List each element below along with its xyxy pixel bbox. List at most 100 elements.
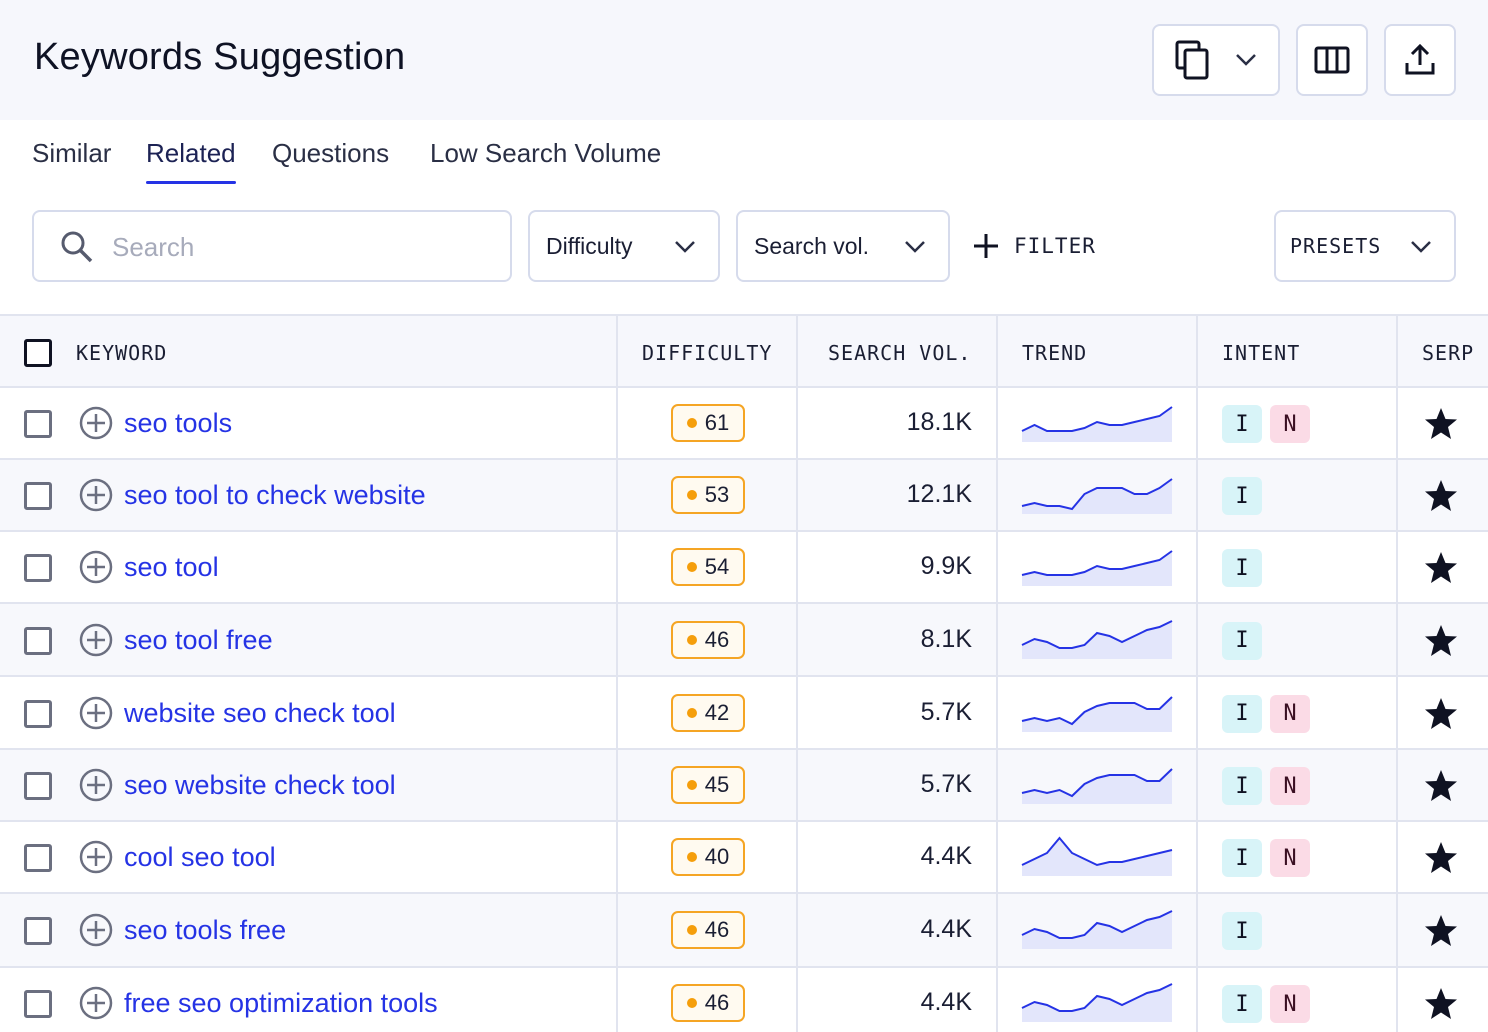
keyword-link[interactable]: seo website check tool — [124, 770, 396, 800]
difficulty-value: 46 — [704, 990, 730, 1015]
row-checkbox[interactable] — [24, 626, 52, 655]
search-volume-value: 5.7K — [920, 697, 972, 726]
row-checkbox[interactable] — [24, 772, 52, 800]
chevron-down-icon — [675, 241, 695, 253]
difficulty-badge: 54 — [671, 548, 745, 586]
trend-line — [1021, 768, 1173, 798]
difficulty-badge: 46 — [671, 620, 745, 659]
search-volume-value: 4.4K — [920, 988, 972, 1016]
search-field[interactable]: Search — [32, 210, 512, 282]
keyword-link[interactable]: seo tools — [124, 408, 233, 438]
serp-star-icon[interactable] — [1424, 551, 1458, 585]
serp-star-icon[interactable] — [1424, 407, 1458, 441]
row-checkbox[interactable] — [24, 844, 52, 872]
trend-sparkline — [1021, 619, 1173, 659]
table-row[interactable]: seo tool free 46 8.1K I — [0, 604, 1488, 677]
keyword-link[interactable]: cool seo tool — [124, 842, 276, 872]
add-keyword-icon[interactable] — [79, 768, 113, 802]
serp-star-icon[interactable] — [1424, 769, 1458, 803]
trend-area — [1022, 696, 1172, 732]
intent-informational-badge: I — [1222, 621, 1262, 660]
keyword-link[interactable]: free seo optimization tools — [124, 988, 438, 1018]
intent-informational-badge: I — [1222, 839, 1262, 877]
table-row[interactable]: free seo optimization tools 46 4.4K I N — [0, 968, 1488, 1032]
add-keyword-icon[interactable] — [79, 840, 113, 874]
trend-area — [1022, 984, 1172, 1022]
table-row[interactable]: seo tool to check website 53 12.1K I — [0, 460, 1488, 532]
keyword-link[interactable]: seo tool free — [124, 624, 273, 655]
trend-sparkline — [1021, 983, 1173, 1022]
table-row[interactable]: seo tools 61 18.1K I N — [0, 388, 1488, 460]
tab-related[interactable]: Related — [146, 138, 236, 184]
export-icon — [1405, 44, 1435, 75]
add-keyword-icon[interactable] — [79, 550, 113, 584]
table-row[interactable]: seo tools free 46 4.4K I — [0, 894, 1488, 968]
trend-sparkline — [1021, 695, 1173, 732]
search-volume-value: 8.1K — [920, 624, 972, 653]
search-volume-value: 12.1K — [906, 480, 972, 508]
difficulty-dot-icon — [686, 490, 697, 500]
difficulty-dot-icon — [686, 707, 697, 718]
add-keyword-icon[interactable] — [79, 406, 113, 440]
column-header-difficulty[interactable]: DIFFICULTY — [642, 341, 773, 365]
add-filter-label: FILTER — [1014, 234, 1096, 258]
add-keyword-icon[interactable] — [79, 623, 113, 657]
table-row[interactable]: seo tool 54 9.9K I — [0, 532, 1488, 604]
intent-informational-badge: I — [1222, 985, 1262, 1023]
page-header: Keywords Suggestion — [0, 0, 1488, 120]
table-row[interactable]: seo website check tool 45 5.7K I N — [0, 750, 1488, 822]
add-filter-button[interactable]: FILTER — [972, 228, 1096, 264]
row-checkbox[interactable] — [24, 990, 52, 1018]
difficulty-dropdown-label: Difficulty — [546, 232, 633, 259]
trend-sparkline — [1021, 406, 1173, 442]
keyword-link[interactable]: seo tools free — [124, 915, 287, 945]
trend-area — [1022, 838, 1172, 876]
copy-dropdown-button[interactable] — [1152, 24, 1280, 96]
table-row[interactable]: website seo check tool 42 5.7K I N — [0, 677, 1488, 750]
row-checkbox[interactable] — [24, 410, 52, 438]
row-checkbox[interactable] — [24, 917, 52, 945]
tab-similar[interactable]: Similar — [32, 138, 112, 168]
difficulty-dropdown[interactable]: Difficulty — [528, 210, 720, 282]
add-keyword-icon[interactable] — [79, 986, 113, 1020]
keyword-link[interactable]: website seo check tool — [124, 697, 396, 728]
add-keyword-icon[interactable] — [79, 696, 113, 730]
column-header-intent[interactable]: INTENT — [1222, 341, 1301, 365]
export-button[interactable] — [1384, 24, 1456, 96]
table-row[interactable]: cool seo tool 40 4.4K I N — [0, 822, 1488, 894]
difficulty-dot-icon — [686, 634, 697, 645]
column-header-search-vol[interactable]: SEARCH VOL. — [828, 341, 972, 365]
tab-questions[interactable]: Questions — [272, 138, 390, 168]
intent-navigational-badge: N — [1270, 839, 1310, 877]
row-checkbox[interactable] — [24, 482, 52, 510]
serp-star-icon[interactable] — [1424, 624, 1458, 658]
trend-area — [1022, 769, 1172, 804]
column-header-serp[interactable]: SERP — [1422, 341, 1475, 365]
difficulty-value: 45 — [704, 772, 730, 797]
search-vol-dropdown[interactable]: Search vol. — [736, 210, 950, 282]
select-all-checkbox[interactable] — [24, 339, 52, 367]
serp-star-icon[interactable] — [1424, 987, 1458, 1021]
search-volume-value: 4.4K — [920, 842, 972, 870]
keyword-link[interactable]: seo tool to check website — [124, 480, 426, 510]
column-divider — [996, 314, 998, 1032]
search-volume-value: 18.1K — [906, 408, 972, 436]
keyword-link[interactable]: seo tool — [124, 552, 219, 582]
row-checkbox[interactable] — [24, 699, 52, 728]
intent-navigational-badge: N — [1270, 405, 1310, 443]
serp-star-icon[interactable] — [1424, 841, 1458, 875]
search-vol-dropdown-label: Search vol. — [754, 232, 870, 259]
add-keyword-icon[interactable] — [79, 478, 113, 512]
trend-area — [1022, 620, 1172, 659]
serp-star-icon[interactable] — [1424, 914, 1458, 948]
add-keyword-icon[interactable] — [79, 913, 113, 947]
presets-dropdown[interactable]: PRESETS — [1274, 210, 1456, 282]
columns-button[interactable] — [1296, 24, 1368, 96]
tab-low-search-volume[interactable]: Low Search Volume — [430, 138, 662, 168]
search-input[interactable]: Search — [112, 232, 195, 262]
column-header-keyword[interactable]: KEYWORD — [76, 341, 168, 365]
serp-star-icon[interactable] — [1424, 697, 1458, 731]
serp-star-icon[interactable] — [1424, 479, 1458, 513]
column-header-trend[interactable]: TREND — [1022, 341, 1088, 365]
row-checkbox[interactable] — [24, 554, 52, 582]
